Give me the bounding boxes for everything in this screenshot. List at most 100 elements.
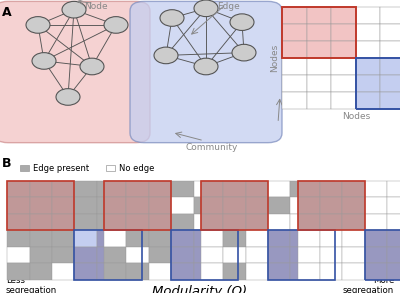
Bar bbox=[104, 230, 126, 247]
Bar bbox=[52, 247, 74, 263]
Bar bbox=[387, 230, 400, 247]
Bar bbox=[194, 247, 216, 263]
Bar bbox=[30, 214, 52, 230]
Bar bbox=[119, 181, 142, 197]
Bar bbox=[7, 247, 30, 263]
Text: Edge present: Edge present bbox=[33, 164, 89, 173]
Bar bbox=[97, 247, 119, 263]
Bar bbox=[282, 7, 356, 58]
Bar bbox=[201, 181, 223, 197]
Bar bbox=[313, 247, 335, 263]
Bar bbox=[119, 263, 142, 280]
Bar bbox=[246, 247, 268, 263]
Bar bbox=[223, 214, 246, 230]
Bar bbox=[126, 214, 149, 230]
Bar bbox=[298, 181, 365, 230]
Bar bbox=[290, 247, 313, 263]
Bar bbox=[104, 197, 126, 214]
Bar bbox=[52, 181, 74, 197]
Bar bbox=[7, 230, 30, 247]
Bar bbox=[313, 181, 335, 197]
Circle shape bbox=[194, 0, 218, 17]
Bar bbox=[246, 181, 268, 197]
Bar bbox=[282, 75, 307, 92]
Bar bbox=[356, 58, 400, 109]
Text: Less
segregation: Less segregation bbox=[6, 276, 57, 293]
Bar bbox=[290, 181, 313, 197]
Bar bbox=[268, 230, 335, 280]
Bar bbox=[342, 181, 365, 197]
Bar bbox=[149, 230, 171, 247]
Bar bbox=[74, 214, 97, 230]
Bar bbox=[298, 214, 320, 230]
Bar bbox=[298, 247, 320, 263]
Bar bbox=[246, 197, 268, 214]
Bar bbox=[52, 197, 74, 214]
Bar bbox=[307, 75, 331, 92]
Bar bbox=[298, 230, 320, 247]
Bar bbox=[387, 247, 400, 263]
Bar bbox=[380, 41, 400, 58]
Bar bbox=[331, 75, 356, 92]
Bar bbox=[20, 165, 29, 171]
Bar bbox=[356, 58, 380, 75]
Bar bbox=[365, 214, 387, 230]
FancyBboxPatch shape bbox=[130, 1, 282, 143]
Bar bbox=[216, 181, 238, 197]
Bar bbox=[387, 263, 400, 280]
Bar bbox=[380, 92, 400, 109]
Bar bbox=[298, 197, 320, 214]
Bar bbox=[97, 214, 119, 230]
Bar bbox=[201, 181, 268, 230]
Bar bbox=[201, 263, 223, 280]
Bar bbox=[342, 230, 365, 247]
Bar bbox=[342, 263, 365, 280]
Bar bbox=[74, 263, 97, 280]
Bar bbox=[356, 7, 380, 24]
Bar bbox=[223, 181, 246, 197]
Bar bbox=[268, 230, 290, 247]
Bar bbox=[194, 214, 216, 230]
Bar bbox=[216, 263, 238, 280]
Bar bbox=[356, 24, 380, 41]
Bar bbox=[7, 181, 74, 230]
Bar bbox=[320, 230, 342, 247]
Bar bbox=[356, 41, 380, 58]
Bar bbox=[298, 181, 320, 197]
Bar bbox=[356, 92, 380, 109]
Bar bbox=[365, 181, 387, 197]
Bar bbox=[320, 197, 342, 214]
Text: A: A bbox=[2, 6, 12, 18]
Bar bbox=[387, 181, 400, 197]
Bar bbox=[298, 263, 320, 280]
Bar bbox=[387, 197, 400, 214]
Bar bbox=[30, 197, 52, 214]
Bar bbox=[201, 230, 223, 247]
Bar bbox=[282, 58, 307, 75]
Bar bbox=[74, 230, 97, 247]
Bar bbox=[246, 230, 268, 247]
Bar bbox=[126, 230, 149, 247]
Bar bbox=[149, 247, 171, 263]
Bar bbox=[126, 197, 149, 214]
FancyBboxPatch shape bbox=[0, 1, 150, 143]
Circle shape bbox=[32, 53, 56, 69]
Bar bbox=[223, 247, 246, 263]
Bar bbox=[171, 263, 194, 280]
Bar bbox=[331, 7, 356, 24]
Bar bbox=[194, 197, 216, 214]
Bar bbox=[268, 247, 290, 263]
Bar bbox=[320, 247, 342, 263]
Text: Nodes: Nodes bbox=[270, 44, 279, 72]
Circle shape bbox=[194, 58, 218, 75]
Bar bbox=[171, 214, 194, 230]
Bar bbox=[119, 197, 142, 214]
Text: B: B bbox=[2, 157, 12, 170]
Bar bbox=[126, 181, 149, 197]
Bar bbox=[331, 41, 356, 58]
Bar bbox=[171, 197, 194, 214]
Bar bbox=[149, 214, 171, 230]
Bar bbox=[171, 247, 194, 263]
Bar bbox=[342, 247, 365, 263]
Bar bbox=[387, 214, 400, 230]
